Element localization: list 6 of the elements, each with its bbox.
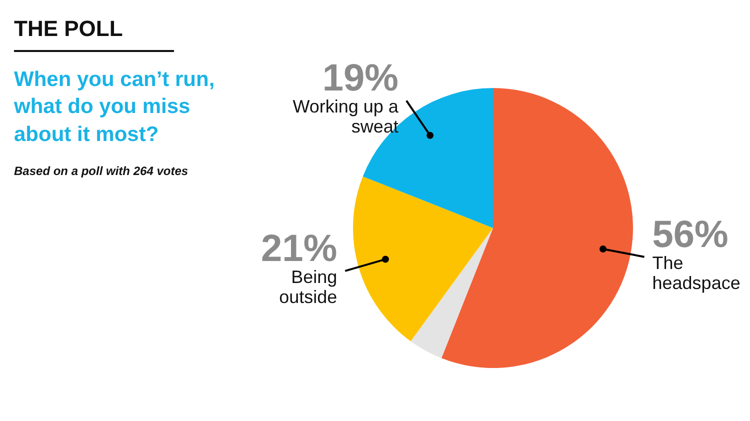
pie-slice bbox=[410, 228, 493, 358]
text: Based on a poll with 264 votes bbox=[14, 162, 190, 180]
pie-slice bbox=[441, 88, 633, 368]
text: When you can’t run, what do you miss about it most? bbox=[14, 67, 216, 148]
text: THE POLL bbox=[14, 16, 174, 52]
pie-slice bbox=[353, 176, 493, 342]
